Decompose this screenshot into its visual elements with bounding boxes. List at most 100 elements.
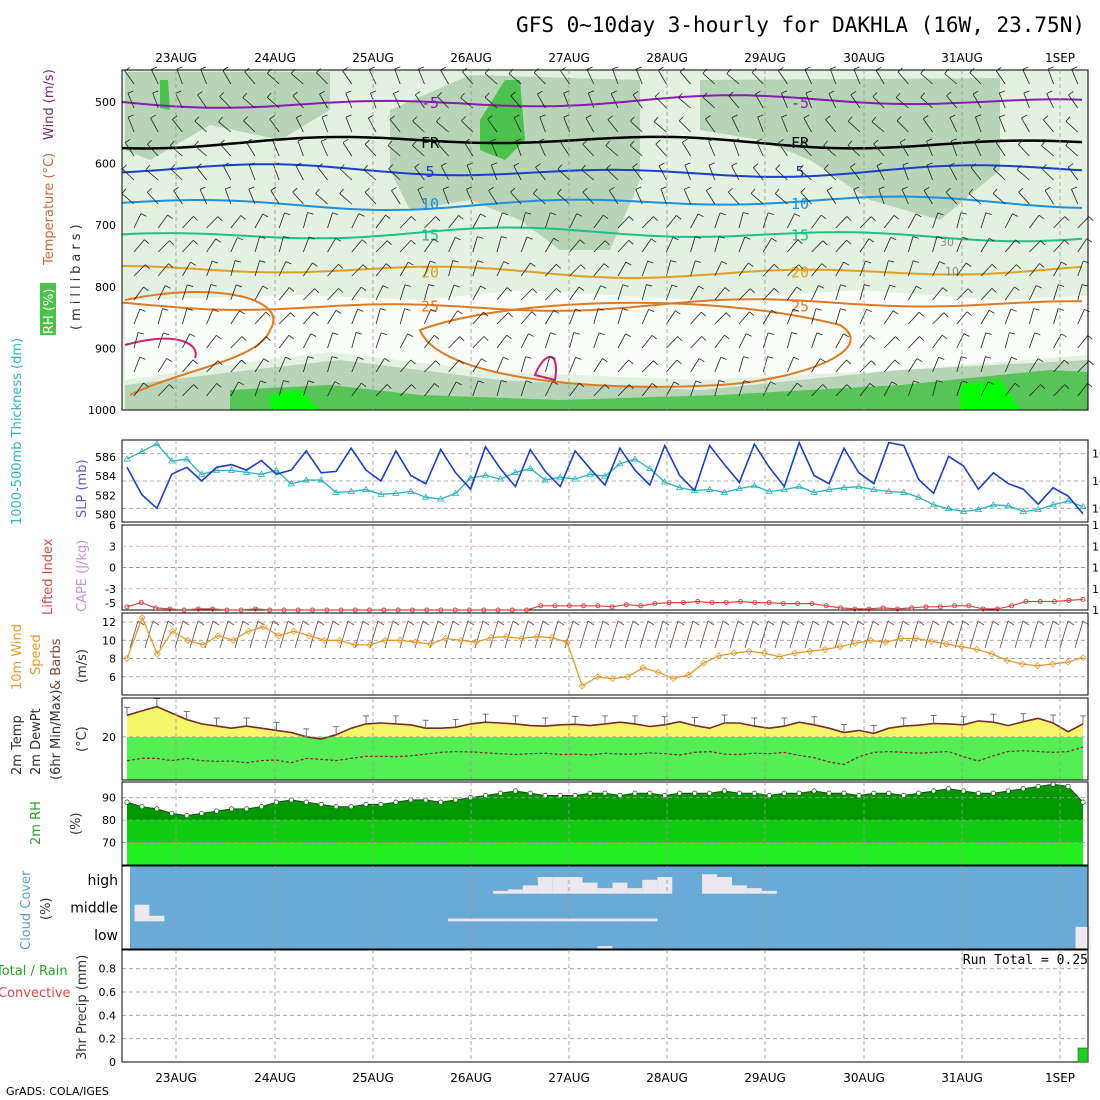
wind-barb-flag: [168, 384, 174, 389]
wind-barb-flag: [612, 66, 619, 70]
wind-barb-flag: [1064, 239, 1070, 245]
wind10-barb: [564, 620, 574, 649]
rh2m-marker: [811, 788, 817, 794]
wind-barb: [666, 215, 677, 229]
wind-barb: [182, 216, 194, 229]
wind10-marker: [1064, 658, 1072, 666]
cape-marker: [252, 606, 258, 612]
wind-barb: [560, 142, 570, 157]
wind-barb: [932, 287, 944, 301]
wind-barb-flag: [1046, 90, 1053, 94]
precip-panel: 00.20.40.60.8: [99, 949, 1089, 1069]
wind-barb: [593, 308, 599, 325]
wind-barb: [127, 116, 135, 133]
rh2m-marker: [512, 788, 518, 794]
wind10-barb-flag: [572, 620, 580, 626]
cloud-bar: [522, 885, 538, 894]
wind-barb-flag: [292, 187, 298, 193]
wind-barb: [803, 117, 812, 133]
tick-label: 500: [95, 96, 116, 109]
wind-barb: [424, 260, 431, 277]
wind-barb-flag: [658, 162, 665, 167]
cape-marker: [952, 603, 958, 609]
wind10-barb-flag: [842, 620, 850, 626]
wind-barb: [684, 164, 691, 181]
wind-barb-flag: [515, 138, 522, 142]
cape-marker: [609, 604, 615, 610]
wind-barb-flag: [992, 188, 998, 194]
wind-barb: [437, 96, 449, 109]
wind-barb: [496, 261, 505, 277]
wind-barb-flag: [655, 139, 661, 145]
wind10-barb-flag: [482, 620, 490, 626]
wind-barb: [278, 236, 284, 253]
wind-barb: [569, 332, 575, 349]
wind-barb-flag: [263, 358, 269, 363]
wind-barb-flag: [150, 114, 157, 119]
wind-barb: [488, 190, 498, 205]
wind-barb: [811, 384, 823, 397]
wind10-barb: [909, 620, 919, 649]
wind-barb-flag: [223, 162, 229, 167]
wind-barb: [641, 309, 649, 325]
wind-barb-flag: [727, 187, 733, 193]
wind10-marker: [1003, 656, 1011, 664]
wind10-barb-flag: [602, 620, 610, 626]
wind-barb: [641, 260, 649, 277]
wind-barb-flag: [364, 139, 370, 145]
wind10-barb-flag: [1037, 620, 1045, 626]
wind-barb: [787, 357, 794, 373]
wind-barb-flag: [531, 311, 537, 317]
date-label-top: 29AUG: [744, 51, 786, 65]
wind10-barb-flag: [1022, 620, 1030, 626]
wind-barb-flag: [869, 335, 875, 340]
wind10-barb: [984, 620, 994, 649]
wind-barb: [738, 236, 746, 253]
cape-marker: [352, 607, 358, 613]
wind-barb-flag: [238, 381, 244, 386]
wind-barb-flag: [358, 213, 365, 217]
wind10-barb: [714, 620, 724, 649]
wind-barb-flag: [260, 380, 267, 384]
wind-barb-flag: [262, 285, 269, 290]
wind-barb: [787, 264, 799, 277]
tick-label: 6: [109, 671, 116, 684]
wind-barb: [835, 284, 841, 301]
thickness-marker: [242, 468, 251, 475]
wind-barb: [339, 168, 353, 181]
wind-barb: [520, 212, 526, 229]
wind-barb-flag: [342, 138, 349, 143]
wind-barb-flag: [888, 260, 895, 263]
wind-barb: [303, 236, 310, 253]
wind-barb-flag: [771, 309, 777, 314]
date-label-top: 31AUG: [941, 51, 983, 65]
precip-label-a: Total / Rain: [0, 964, 68, 979]
wind-barb-flag: [622, 308, 629, 311]
wind-barb-flag: [339, 164, 345, 170]
wind-barb-flag: [646, 284, 653, 287]
wind-barb-flag: [143, 239, 150, 244]
wind-barb-flag: [1061, 261, 1067, 266]
wind-barb: [1023, 92, 1030, 109]
wind-barb-flag: [265, 336, 271, 341]
wind-barb: [472, 380, 479, 397]
wind-barb: [254, 285, 264, 301]
cape-marker: [652, 601, 658, 607]
wind-barb: [593, 384, 606, 397]
wind-barb-flag: [869, 383, 875, 388]
wind-barb: [629, 145, 643, 157]
thickness-marker: [1079, 502, 1087, 510]
cloud-unit: (%): [39, 898, 54, 921]
wind-barb: [297, 140, 304, 157]
wind10-marker: [138, 613, 146, 622]
tick-label: 600: [95, 158, 116, 171]
wind-barb: [825, 119, 837, 133]
wind-barb: [448, 381, 457, 397]
wind-barb: [248, 164, 256, 181]
wind-barb-flag: [1064, 384, 1070, 389]
wind-barb: [738, 212, 744, 229]
wind10-barb-flag: [197, 620, 205, 626]
wind-barb: [1018, 191, 1030, 205]
wind-barb: [1016, 169, 1030, 181]
